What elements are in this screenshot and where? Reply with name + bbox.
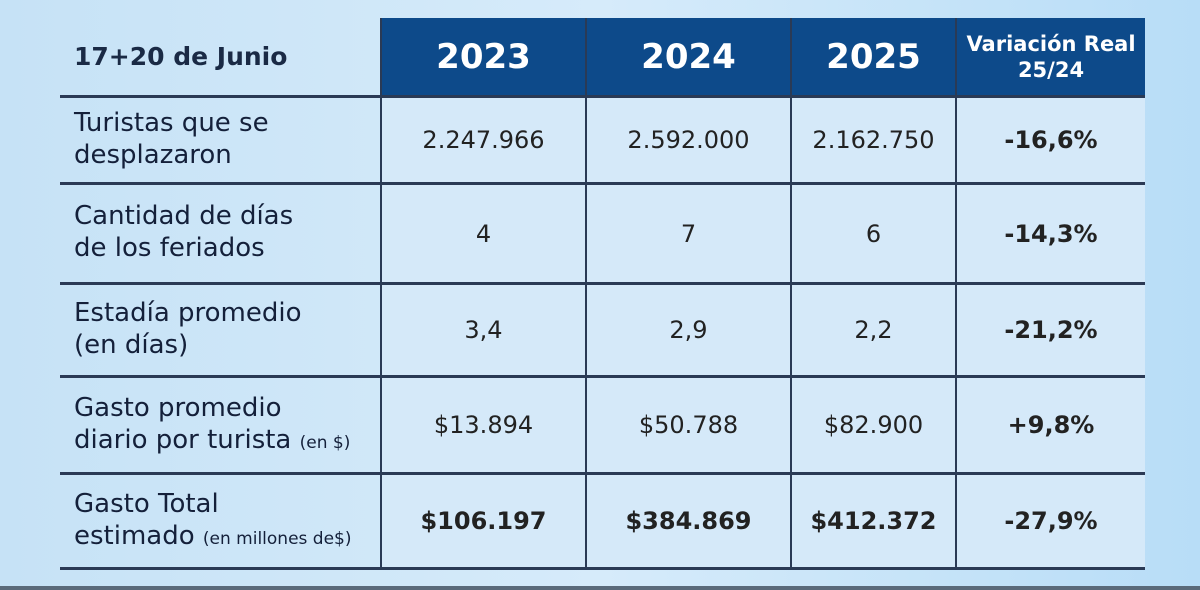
header-2023: 2023 xyxy=(380,18,585,98)
variation-cell: -16,6% xyxy=(955,98,1145,185)
row-label: Turistas que se desplazaron xyxy=(60,98,380,185)
variation-cell: -14,3% xyxy=(955,185,1145,285)
bottom-border xyxy=(0,586,1200,590)
header-variation-period: 25/24 xyxy=(1017,57,1085,82)
header-2025: 2025 xyxy=(790,18,955,98)
header-variation: Variación Real 25/24 xyxy=(955,18,1145,98)
row-label: Gasto promedio diario por turista (en $) xyxy=(60,378,380,475)
table-cell: $82.900 xyxy=(790,378,955,475)
row-unit: (en millones de$) xyxy=(202,528,352,549)
table-cell: 2,2 xyxy=(790,285,955,378)
header-2024: 2024 xyxy=(585,18,790,98)
row-label: Cantidad de días de los feriados xyxy=(60,185,380,285)
row-label-line1: Cantidad de días xyxy=(74,201,294,231)
row-label-line2: estimado xyxy=(74,520,195,551)
row-unit: (en $) xyxy=(299,432,351,453)
variation-cell: +9,8% xyxy=(955,378,1145,475)
table-cell: 2.592.000 xyxy=(585,98,790,185)
row-label: Estadía promedio (en días) xyxy=(60,285,380,378)
table-cell: $384.869 xyxy=(585,475,790,570)
table-cell: 2.162.750 xyxy=(790,98,955,185)
table-cell: 7 xyxy=(585,185,790,285)
variation-cell: -21,2% xyxy=(955,285,1145,378)
row-label-line1: Turistas que se xyxy=(74,107,269,138)
row-label-line1: Gasto promedio xyxy=(74,392,282,423)
table-cell: $13.894 xyxy=(380,378,585,475)
tourism-table: 17+20 de Junio 2023 2024 2025 Variación … xyxy=(60,18,1145,570)
table-cell: 6 xyxy=(790,185,955,285)
table-cell: $106.197 xyxy=(380,475,585,570)
table-cell: 2,9 xyxy=(585,285,790,378)
row-label-line1: Estadía promedio xyxy=(74,297,302,328)
table-title: 17+20 de Junio xyxy=(60,18,380,98)
row-label-line2: de los feriados xyxy=(74,233,265,263)
row-label-line2: (en días) xyxy=(74,329,189,360)
table-cell: $50.788 xyxy=(585,378,790,475)
table-cell: 3,4 xyxy=(380,285,585,378)
row-label-line1: Gasto Total xyxy=(74,488,219,519)
variation-cell: -27,9% xyxy=(955,475,1145,570)
header-variation-label: Variación Real xyxy=(966,31,1136,56)
table-cell: 2.247.966 xyxy=(380,98,585,185)
table-cell: 4 xyxy=(380,185,585,285)
row-label-line2: desplazaron xyxy=(74,139,232,170)
row-label-line2: diario por turista xyxy=(74,424,292,455)
table-cell: $412.372 xyxy=(790,475,955,570)
row-label: Gasto Total estimado (en millones de$) xyxy=(60,475,380,570)
